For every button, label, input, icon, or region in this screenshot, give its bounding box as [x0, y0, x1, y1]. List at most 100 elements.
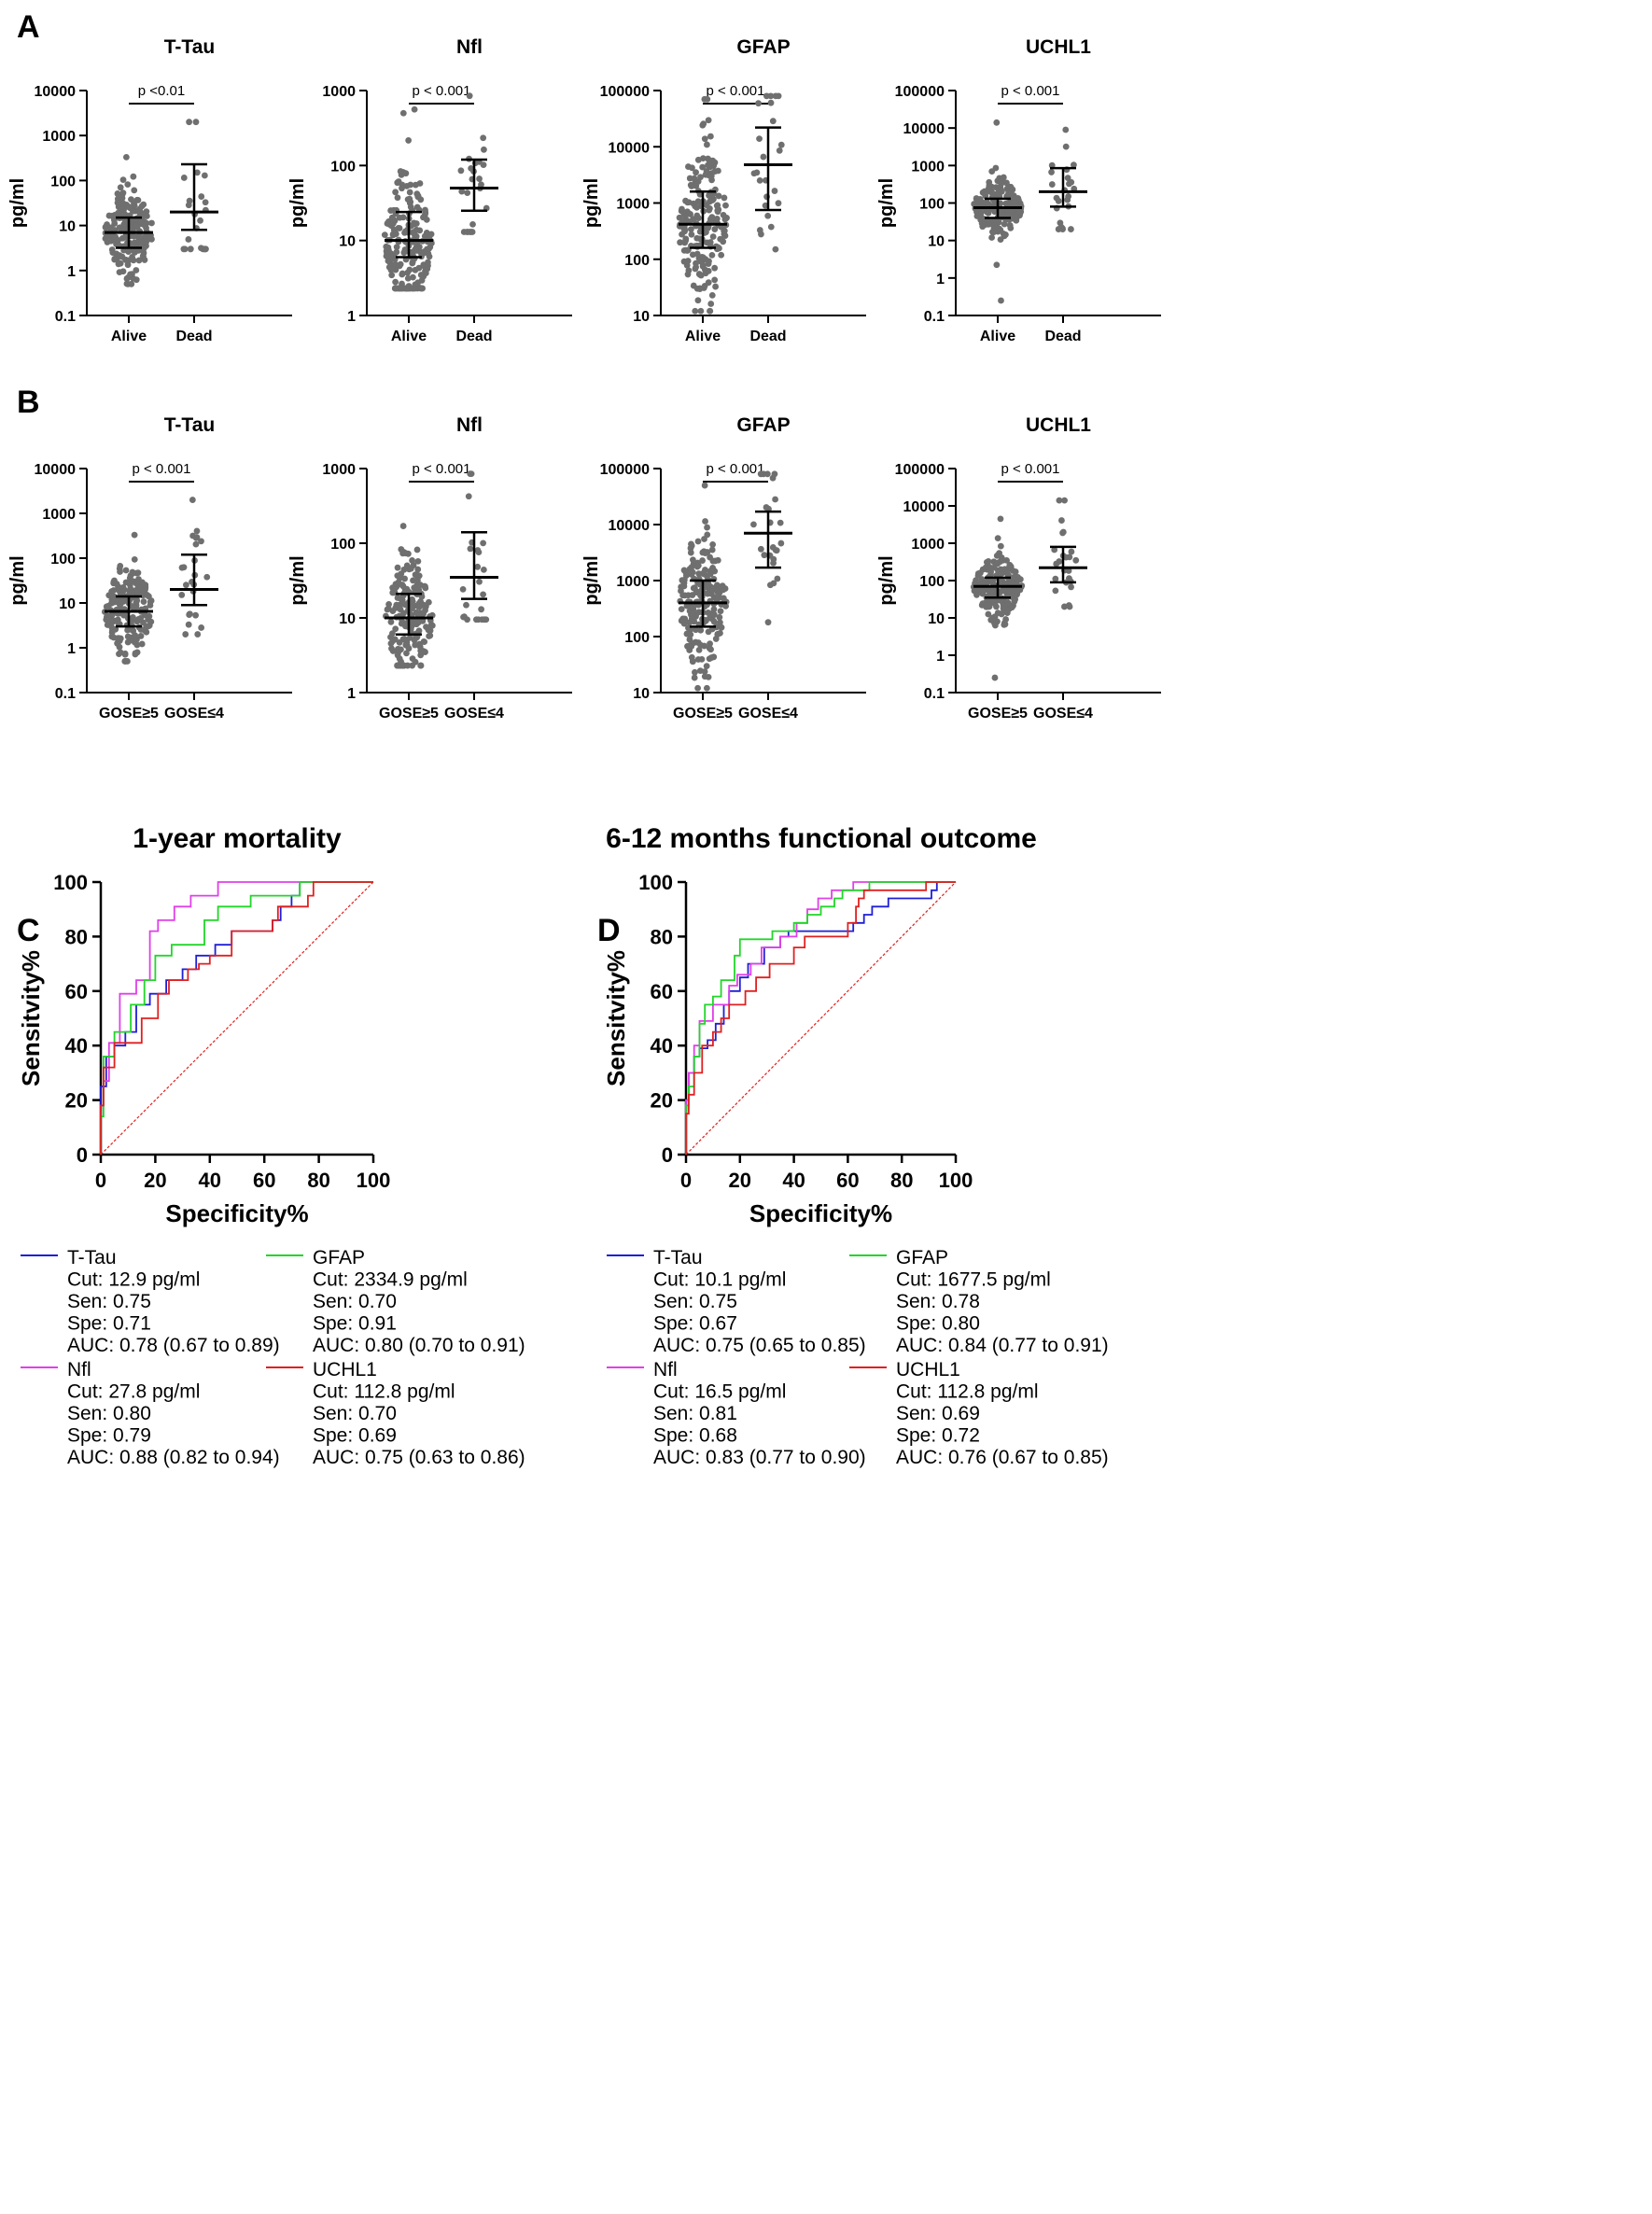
legend-stat: Spe: 0.68 — [653, 1425, 737, 1447]
data-point — [756, 135, 763, 143]
legend-stat: Cut: 10.1 pg/ml — [653, 1269, 786, 1291]
y-axis-label: pg/ml — [581, 178, 602, 228]
data-point — [409, 557, 415, 564]
data-point — [114, 190, 121, 197]
data-point — [178, 592, 186, 598]
data-point — [722, 202, 729, 209]
x-tick-label: Alive — [685, 329, 721, 344]
data-point — [113, 581, 120, 588]
data-point — [400, 635, 408, 642]
y-axis-label: pg/ml — [287, 178, 308, 228]
roc-title: 1-year mortality — [133, 823, 342, 854]
data-point — [1052, 575, 1059, 582]
data-point — [180, 175, 188, 181]
y-tick-label: 1000 — [322, 84, 356, 100]
data-point — [115, 585, 121, 593]
data-point — [707, 646, 714, 653]
data-point — [425, 626, 432, 634]
data-point — [135, 257, 143, 264]
data-point — [692, 203, 699, 210]
data-point — [703, 684, 710, 692]
data-point — [194, 631, 202, 638]
data-point — [119, 204, 126, 212]
data-point — [147, 602, 154, 609]
x-tick-label: 20 — [144, 1169, 166, 1192]
data-point — [704, 95, 711, 103]
plot-title: T-Tau — [164, 414, 215, 436]
data-point — [1068, 226, 1074, 232]
data-point — [696, 271, 704, 278]
x-tick-label: 80 — [890, 1169, 913, 1192]
data-point — [398, 285, 405, 292]
data-point — [140, 598, 147, 605]
y-tick-label: 10 — [928, 611, 945, 627]
data-point — [133, 267, 140, 273]
data-point — [399, 109, 407, 117]
data-point — [122, 567, 130, 574]
data-point — [986, 182, 993, 189]
data-point — [705, 161, 711, 169]
legend-stat: Spe: 0.72 — [896, 1425, 980, 1447]
legend-stat: AUC: 0.75 (0.63 to 0.86) — [313, 1447, 525, 1468]
data-point — [997, 236, 1004, 243]
data-point — [412, 181, 419, 189]
data-point — [421, 638, 428, 646]
data-point — [989, 589, 997, 596]
data-point — [381, 231, 388, 239]
data-point — [412, 281, 419, 288]
data-point — [705, 117, 712, 124]
data-point — [772, 496, 778, 503]
y-axis-label: Sensitvity% — [17, 950, 45, 1086]
data-point — [684, 271, 692, 278]
data-point — [689, 658, 696, 666]
data-point — [715, 206, 722, 213]
data-point — [709, 233, 717, 240]
data-point — [990, 229, 998, 235]
legend-stat: Spe: 0.79 — [67, 1425, 151, 1447]
data-point — [1068, 548, 1075, 555]
y-tick-label: 1000 — [616, 574, 650, 590]
data-point — [182, 631, 189, 638]
y-axis-label: pg/ml — [876, 555, 897, 605]
data-point — [704, 141, 710, 148]
data-point — [777, 141, 785, 148]
y-tick-label: 40 — [651, 1034, 673, 1058]
data-point — [979, 587, 987, 595]
data-point — [457, 167, 465, 175]
roc-title: 6-12 months functional outcome — [606, 823, 1037, 854]
plot-title: T-Tau — [164, 36, 215, 58]
y-tick-label: 10000 — [35, 84, 77, 100]
data-point — [708, 197, 716, 203]
p-value-label: p <0.01 — [138, 83, 185, 99]
data-point — [763, 92, 770, 100]
data-point — [467, 470, 474, 478]
panel-label-B: B — [17, 385, 40, 420]
legend-stat: Sen: 0.81 — [653, 1403, 737, 1424]
data-point — [681, 239, 689, 246]
y-tick-label: 80 — [651, 925, 673, 948]
y-tick-label: 80 — [65, 925, 88, 948]
data-point — [124, 181, 132, 189]
data-point — [393, 244, 400, 251]
data-point — [399, 619, 406, 626]
data-point — [701, 668, 708, 675]
data-point — [710, 618, 718, 625]
data-point — [697, 307, 705, 315]
data-point — [694, 538, 702, 545]
y-tick-label: 10000 — [609, 140, 651, 156]
data-point — [142, 585, 149, 593]
data-point — [972, 580, 978, 587]
data-point — [701, 673, 708, 680]
data-point — [131, 531, 138, 539]
data-point — [469, 229, 476, 235]
data-point — [400, 548, 407, 555]
x-axis-label: Specificity% — [165, 1199, 308, 1227]
data-point — [384, 606, 391, 613]
data-point — [111, 255, 119, 262]
data-point — [400, 610, 407, 617]
data-point — [690, 282, 697, 289]
x-tick-label: Dead — [455, 329, 492, 344]
data-point — [708, 546, 716, 554]
